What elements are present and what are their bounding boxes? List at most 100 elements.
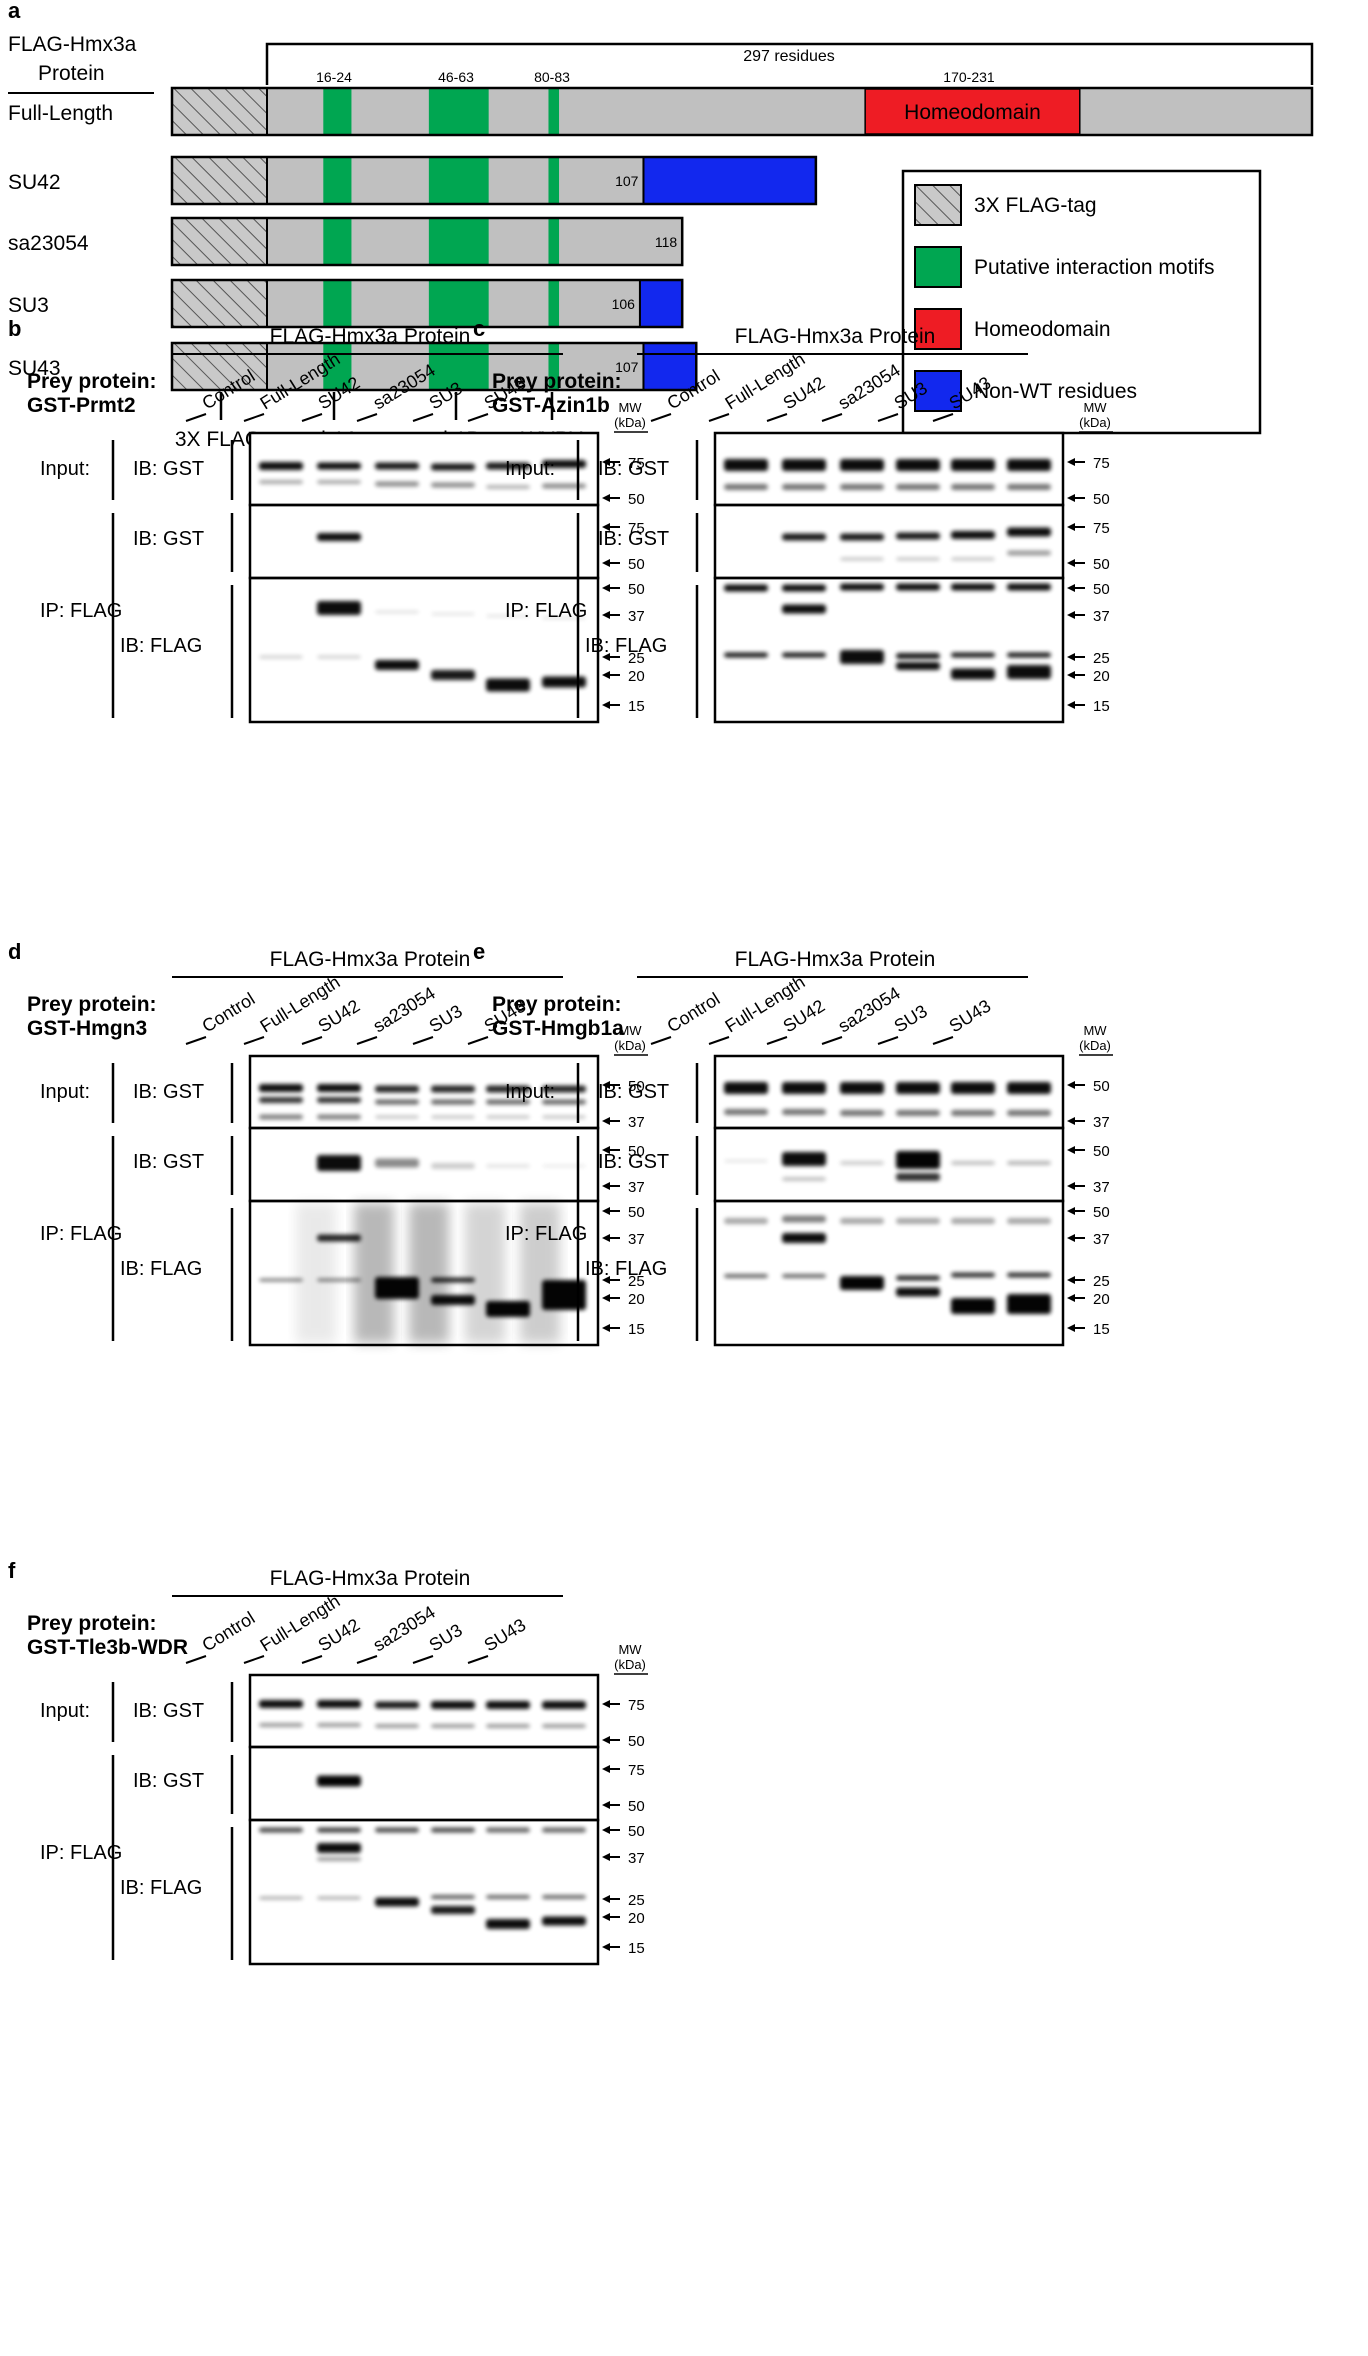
blot-frame-flag: [713, 576, 1065, 724]
blot-membrane-input: [715, 433, 1063, 505]
band: [782, 1233, 826, 1243]
mw-marker: 20: [602, 1291, 645, 1308]
band: [431, 670, 475, 680]
lane-tick: [412, 1655, 434, 1664]
band: [317, 1896, 361, 1900]
band: [486, 1085, 530, 1093]
lane-tick: [301, 413, 323, 422]
lane-label: sa23054: [835, 360, 904, 414]
band: [782, 484, 826, 490]
legend-swatch-red: [914, 308, 962, 350]
band: [542, 1701, 586, 1709]
ib-gst-label: IB: GST: [598, 458, 669, 480]
band: [896, 662, 940, 670]
band: [1007, 459, 1051, 471]
panel-letter-c: c: [473, 316, 485, 341]
mw-value: 50: [1093, 1204, 1110, 1221]
flag-header: FLAG-Hmx3a Protein: [270, 948, 471, 971]
input-label: Input:: [505, 1081, 555, 1103]
construct-sa23054: sa23054 118: [8, 216, 684, 267]
band: [317, 480, 361, 484]
band: [259, 1700, 303, 1708]
ib-flag-label: IB: FLAG: [120, 1877, 202, 1899]
construct-end-residue: 106: [612, 296, 636, 312]
mw-value: 50: [628, 1798, 645, 1815]
band: [896, 459, 940, 471]
band: [259, 1723, 303, 1727]
motif-segment-1: [428, 281, 489, 326]
kda-label: (kDa): [614, 1657, 646, 1672]
lane-tick: [185, 1036, 207, 1045]
band: [375, 1724, 419, 1728]
mw-value: 50: [1093, 556, 1110, 573]
mw-marker: 50: [602, 1733, 645, 1750]
mw-marker: 50: [602, 1143, 645, 1160]
band: [951, 1218, 995, 1224]
flag-tag-segment: [171, 217, 268, 266]
band: [896, 1082, 940, 1094]
lane-tick: [766, 1036, 788, 1045]
construct-name: Full-Length: [8, 102, 113, 125]
protein-header-line2: Protein: [38, 62, 105, 85]
prey-label: Prey protein:: [27, 370, 157, 393]
prey-label: Prey protein:: [27, 1612, 157, 1635]
lane-tick: [356, 1036, 378, 1045]
mw-marker: 15: [1067, 698, 1110, 715]
band: [542, 1280, 586, 1310]
band: [259, 655, 303, 659]
band: [782, 584, 826, 592]
construct-end-residue: 107: [615, 173, 639, 189]
mw-marker: 50: [1067, 1078, 1110, 1095]
motif-segment-0: [323, 344, 352, 389]
construct-outline: [170, 341, 698, 392]
band: [951, 583, 995, 591]
mw-marker: 50: [1067, 1204, 1110, 1221]
motif-segment-2: [548, 89, 560, 134]
band: [724, 1082, 768, 1094]
band: [317, 1857, 361, 1861]
band: [1007, 583, 1051, 591]
band: [782, 459, 826, 471]
band: [317, 1234, 361, 1242]
mw-value: 50: [1093, 491, 1110, 508]
band: [542, 1115, 586, 1119]
band: [951, 1082, 995, 1094]
mw-value: 50: [628, 1204, 645, 1221]
mw-marker: 25: [1067, 1273, 1110, 1290]
band: [375, 610, 419, 614]
band: [1007, 652, 1051, 658]
band: [840, 1110, 884, 1116]
blot-membrane-flag: [250, 578, 598, 722]
mw-value: 20: [628, 668, 645, 685]
band: [375, 1158, 419, 1168]
band: [896, 1218, 940, 1224]
panel-letter-d: d: [8, 939, 21, 964]
band: [317, 1155, 361, 1171]
mw-value: 50: [628, 1733, 645, 1750]
mw-value: 20: [628, 1910, 645, 1927]
band: [840, 1218, 884, 1224]
band: [542, 676, 586, 688]
band: [896, 1173, 940, 1181]
prey-name: GST-Prmt2: [27, 394, 136, 417]
input-label: Input:: [40, 1081, 90, 1103]
label-3x-flag: 3X FLAG: [175, 428, 261, 451]
lane-tick: [821, 413, 843, 422]
flag-header: FLAG-Hmx3a Protein: [270, 325, 471, 348]
band: [486, 678, 530, 692]
blot-membrane-gst: [250, 1747, 598, 1820]
mw-value: 25: [1093, 1273, 1110, 1290]
construct-su42: SU42 107: [8, 155, 818, 206]
prey-name: GST-Hmgn3: [27, 1017, 147, 1040]
lane-tick: [821, 1036, 843, 1045]
mw-value: 75: [628, 1697, 645, 1714]
band: [431, 1163, 475, 1169]
band: [431, 463, 475, 471]
mw-value: 37: [628, 1179, 645, 1196]
band: [259, 1896, 303, 1900]
band: [486, 1301, 530, 1317]
band: [1007, 1294, 1051, 1314]
lane-label: SU3: [426, 1001, 466, 1037]
